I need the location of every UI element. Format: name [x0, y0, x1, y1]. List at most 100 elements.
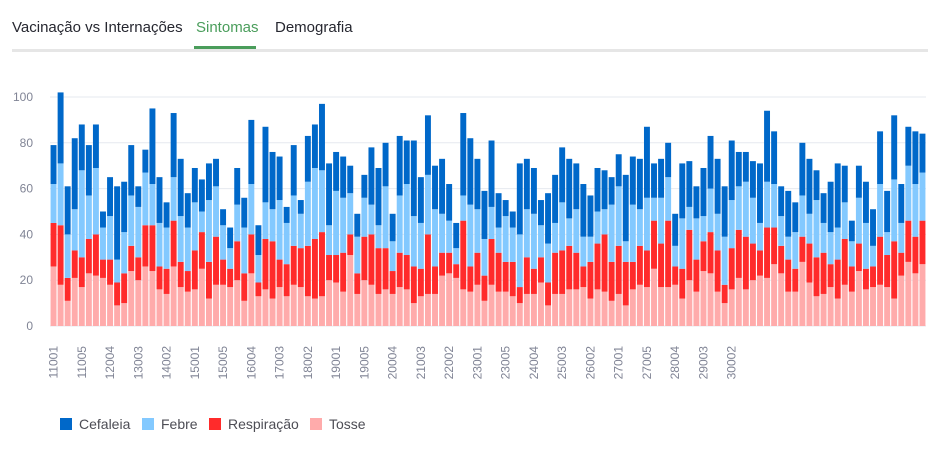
bar-segment-tosse[interactable] [580, 287, 587, 326]
bar-segment-febre[interactable] [311, 167, 318, 239]
bar-segment-cefaleia[interactable] [580, 184, 587, 237]
bar-segment-cefaleia[interactable] [693, 186, 700, 219]
bar-segment-tosse[interactable] [771, 264, 778, 326]
bar-segment-tosse[interactable] [114, 305, 121, 326]
bar-segment-febre[interactable] [382, 186, 389, 249]
bar-segment-respiração[interactable] [636, 245, 643, 285]
bar-segment-tosse[interactable] [813, 296, 820, 326]
bar-segment-febre[interactable] [749, 197, 756, 244]
tab-vacinacao-vs-internacoes[interactable]: Vacinação vs Internações [12, 19, 183, 36]
bar-segment-tosse[interactable] [121, 303, 128, 326]
bar-segment-respiração[interactable] [85, 238, 92, 274]
bar-segment-tosse[interactable] [262, 289, 269, 326]
bar-segment-tosse[interactable] [248, 273, 255, 326]
bar-segment-cefaleia[interactable] [594, 167, 601, 212]
bar-segment-respiração[interactable] [135, 257, 142, 281]
bar-segment-respiração[interactable] [488, 238, 495, 285]
bar-segment-cefaleia[interactable] [651, 163, 657, 198]
bar-segment-febre[interactable] [142, 172, 149, 226]
bar-segment-respiração[interactable] [827, 264, 834, 288]
bar-segment-respiração[interactable] [234, 241, 241, 281]
bar-segment-febre[interactable] [205, 200, 212, 262]
legend-item-cefaleia[interactable]: Cefaleia [60, 416, 130, 432]
bar-segment-cefaleia[interactable] [707, 135, 714, 189]
bar-segment-respiração[interactable] [502, 261, 509, 292]
bar-segment-cefaleia[interactable] [57, 92, 64, 164]
bar-segment-febre[interactable] [410, 216, 417, 267]
bar-segment-cefaleia[interactable] [502, 200, 509, 217]
bar-segment-cefaleia[interactable] [757, 163, 763, 223]
bar-segment-cefaleia[interactable] [735, 151, 742, 187]
bar-segment-cefaleia[interactable] [820, 193, 827, 223]
bar-segment-febre[interactable] [64, 234, 71, 278]
bar-segment-respiração[interactable] [64, 277, 71, 301]
bar-segment-respiração[interactable] [658, 243, 665, 288]
bar-segment-tosse[interactable] [432, 293, 438, 326]
bar-segment-respiração[interactable] [877, 236, 884, 285]
bar-segment-febre[interactable] [552, 222, 559, 253]
bar-segment-febre[interactable] [573, 209, 580, 253]
bar-segment-febre[interactable] [742, 181, 749, 237]
bar-segment-respiração[interactable] [495, 252, 502, 292]
bar-segment-respiração[interactable] [594, 243, 601, 290]
bar-segment-tosse[interactable] [721, 303, 728, 326]
bar-segment-cefaleia[interactable] [64, 186, 71, 235]
bar-segment-tosse[interactable] [545, 305, 552, 326]
bar-segment-cefaleia[interactable] [629, 156, 636, 205]
bar-segment-tosse[interactable] [834, 298, 841, 326]
bar-segment-cefaleia[interactable] [686, 161, 693, 207]
bar-segment-febre[interactable] [424, 174, 431, 235]
bar-segment-tosse[interactable] [474, 284, 481, 326]
bar-segment-tosse[interactable] [375, 293, 382, 326]
bar-segment-tosse[interactable] [255, 296, 262, 326]
bar-segment-tosse[interactable] [870, 287, 876, 326]
bar-segment-cefaleia[interactable] [128, 145, 135, 196]
bar-segment-respiração[interactable] [516, 287, 523, 304]
bar-segment-cefaleia[interactable] [439, 158, 446, 214]
bar-segment-febre[interactable] [481, 238, 488, 276]
bar-segment-febre[interactable] [361, 197, 368, 237]
bar-segment-cefaleia[interactable] [834, 163, 841, 228]
bar-segment-cefaleia[interactable] [905, 126, 912, 166]
bar-segment-cefaleia[interactable] [474, 158, 481, 210]
bar-segment-febre[interactable] [50, 184, 57, 223]
bar-segment-tosse[interactable] [700, 271, 707, 326]
bar-segment-respiração[interactable] [523, 257, 530, 294]
bar-segment-cefaleia[interactable] [785, 190, 792, 237]
bar-segment-tosse[interactable] [672, 284, 679, 326]
bar-segment-cefaleia[interactable] [135, 186, 142, 207]
bar-segment-febre[interactable] [672, 245, 679, 267]
bar-segment-tosse[interactable] [749, 280, 756, 326]
tab-demografia[interactable]: Demografia [275, 19, 353, 36]
bar-segment-febre[interactable] [276, 200, 283, 260]
bar-segment-febre[interactable] [227, 248, 234, 269]
bar-segment-respiração[interactable] [304, 245, 311, 297]
bar-segment-tosse[interactable] [502, 291, 509, 326]
bar-segment-respiração[interactable] [453, 264, 460, 278]
bar-segment-tosse[interactable] [601, 291, 608, 326]
bar-segment-respiração[interactable] [538, 257, 544, 283]
bar-segment-cefaleia[interactable] [601, 170, 608, 210]
bar-segment-respiração[interactable] [410, 266, 417, 304]
bar-segment-febre[interactable] [545, 243, 552, 283]
bar-segment-febre[interactable] [636, 209, 643, 246]
bar-segment-respiração[interactable] [467, 266, 474, 292]
bar-segment-cefaleia[interactable] [778, 186, 785, 217]
bar-segment-febre[interactable] [912, 184, 919, 237]
bar-segment-febre[interactable] [467, 204, 474, 267]
bar-segment-tosse[interactable] [304, 296, 311, 326]
bar-segment-tosse[interactable] [594, 289, 601, 326]
bar-segment-cefaleia[interactable] [198, 179, 205, 212]
bar-segment-febre[interactable] [262, 202, 269, 239]
bar-segment-febre[interactable] [319, 170, 325, 233]
bar-segment-cefaleia[interactable] [658, 158, 665, 198]
bar-segment-tosse[interactable] [495, 291, 502, 326]
bar-segment-tosse[interactable] [191, 289, 198, 326]
bar-segment-respiração[interactable] [700, 241, 707, 272]
bar-segment-febre[interactable] [128, 195, 135, 246]
bar-segment-respiração[interactable] [283, 264, 290, 297]
bar-segment-cefaleia[interactable] [714, 158, 721, 214]
bar-segment-febre[interactable] [163, 227, 170, 269]
bar-segment-febre[interactable] [439, 213, 446, 253]
bar-segment-tosse[interactable] [71, 277, 78, 326]
